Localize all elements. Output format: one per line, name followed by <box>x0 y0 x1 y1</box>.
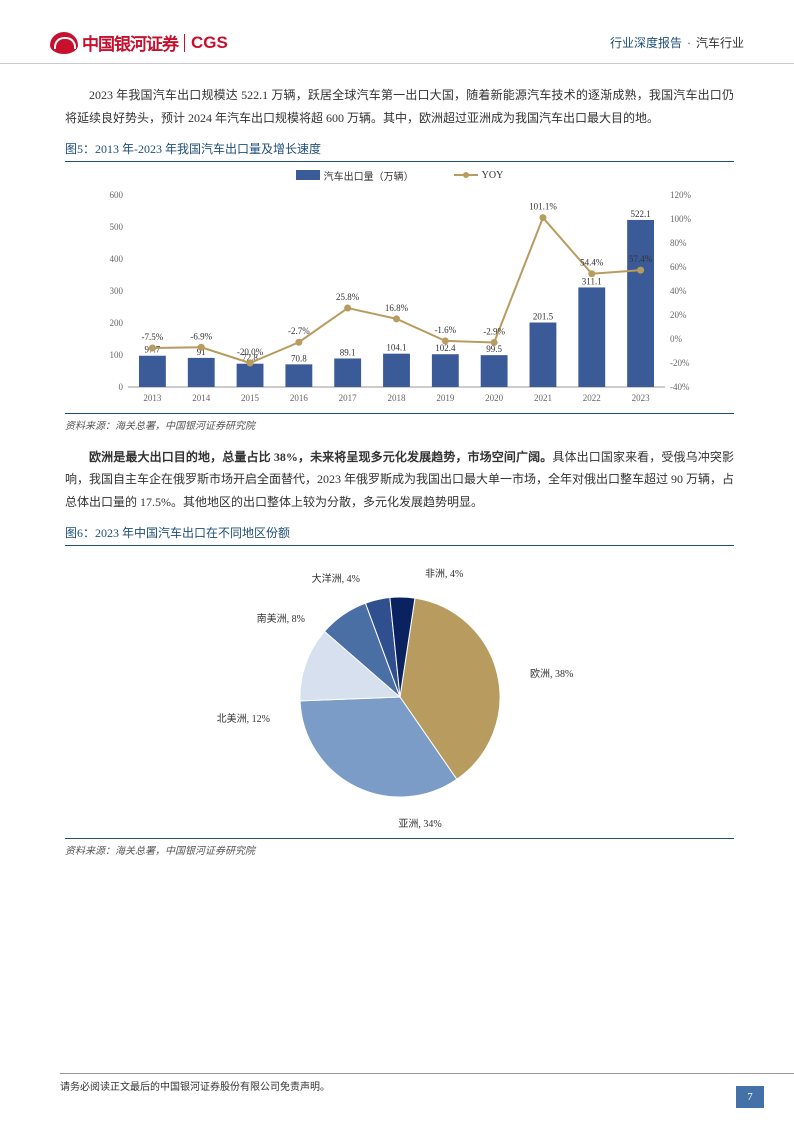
page-footer: 请务必阅读正文最后的中国银河证券股份有限公司免责声明。 <box>60 1073 794 1093</box>
svg-text:-1.6%: -1.6% <box>434 325 456 335</box>
page-header: 中国银河证券 CGS 行业深度报告 · 汽车行业 <box>0 0 794 64</box>
separator: · <box>687 36 691 50</box>
svg-text:57.4%: 57.4% <box>628 254 652 264</box>
svg-text:120%: 120% <box>670 190 692 200</box>
svg-text:-20%: -20% <box>670 358 690 368</box>
svg-text:-6.9%: -6.9% <box>190 331 212 341</box>
page-number: 7 <box>736 1086 764 1108</box>
svg-text:104.1: 104.1 <box>386 342 406 352</box>
svg-text:40%: 40% <box>670 286 687 296</box>
svg-text:0: 0 <box>118 382 123 392</box>
svg-text:欧洲, 38%: 欧洲, 38% <box>530 668 573 680</box>
svg-text:500: 500 <box>109 222 123 232</box>
svg-text:非洲, 4%: 非洲, 4% <box>425 568 463 580</box>
svg-text:20%: 20% <box>670 310 687 320</box>
svg-text:南美洲, 8%: 南美洲, 8% <box>256 612 304 625</box>
logo: 中国银河证券 CGS <box>50 30 228 55</box>
svg-text:102.4: 102.4 <box>435 343 456 353</box>
legend-line-item: YOY <box>454 168 504 183</box>
legend-bar-swatch <box>296 170 320 180</box>
svg-text:89.1: 89.1 <box>339 347 355 357</box>
svg-text:400: 400 <box>109 254 123 264</box>
legend-line-label: YOY <box>482 170 504 181</box>
svg-text:2016: 2016 <box>289 393 308 403</box>
svg-text:60%: 60% <box>670 262 687 272</box>
svg-text:-20.0%: -20.0% <box>236 347 263 357</box>
figure5-source: 资料来源：海关总署，中国银河证券研究院 <box>65 413 734 432</box>
figure5-title: 图5：2013 年-2023 年我国汽车出口量及增长速度 <box>65 136 734 162</box>
combo-chart-svg: 0 100 200 300 400 500 600 -40% -20% 0% 20% 40% 60% 80… <box>90 187 710 407</box>
svg-text:2022: 2022 <box>582 393 600 403</box>
svg-text:-2.7%: -2.7% <box>287 326 309 336</box>
legend-line-swatch <box>454 174 478 176</box>
logo-icon <box>50 32 78 54</box>
svg-text:201.5: 201.5 <box>532 311 553 321</box>
svg-text:200: 200 <box>109 318 123 328</box>
svg-text:-40%: -40% <box>670 382 690 392</box>
svg-text:522.1: 522.1 <box>630 209 650 219</box>
paragraph-2: 欧洲是最大出口目的地，总量占比 38%，未来将呈现多元化发展趋势，市场空间广阔。… <box>65 446 734 514</box>
svg-text:300: 300 <box>109 286 123 296</box>
svg-text:101.1%: 101.1% <box>529 201 557 211</box>
paragraph-1: 2023 年我国汽车出口规模达 522.1 万辆，跃居全球汽车第一出口大国，随着… <box>65 84 734 130</box>
figure5-legend: 汽车出口量（万辆） YOY <box>296 168 504 183</box>
industry-name: 汽车行业 <box>696 36 744 50</box>
figure6-chart: 欧洲, 38% 亚洲, 34% 北美洲, 12% 南美洲, 8% 大洋洲, 4% 非洲, … <box>65 546 734 838</box>
svg-text:北美洲, 12%: 北美洲, 12% <box>216 712 269 725</box>
svg-text:-2.9%: -2.9% <box>483 326 505 336</box>
svg-text:2017: 2017 <box>338 393 357 403</box>
disclaimer: 请务必阅读正文最后的中国银河证券股份有限公司免责声明。 <box>60 1082 330 1093</box>
legend-bar-item: 汽车出口量（万辆） <box>296 168 414 183</box>
svg-text:亚洲, 34%: 亚洲, 34% <box>398 818 441 830</box>
svg-text:0%: 0% <box>670 334 683 344</box>
svg-text:-7.5%: -7.5% <box>141 332 163 342</box>
header-subtitle: 行业深度报告 · 汽车行业 <box>610 34 744 51</box>
svg-text:311.1: 311.1 <box>581 276 601 286</box>
svg-text:80%: 80% <box>670 238 687 248</box>
svg-text:2020: 2020 <box>485 393 504 403</box>
logo-text-en: CGS <box>191 33 228 53</box>
svg-text:2023: 2023 <box>631 393 650 403</box>
svg-text:54.4%: 54.4% <box>580 257 604 267</box>
svg-text:600: 600 <box>109 190 123 200</box>
svg-text:2019: 2019 <box>436 393 455 403</box>
svg-text:16.8%: 16.8% <box>384 302 408 312</box>
figure6-title: 图6：2023 年中国汽车出口在不同地区份额 <box>65 520 734 546</box>
svg-text:2013: 2013 <box>143 393 162 403</box>
svg-text:2021: 2021 <box>533 393 551 403</box>
svg-text:70.8: 70.8 <box>290 353 306 363</box>
svg-text:2018: 2018 <box>387 393 406 403</box>
report-type: 行业深度报告 <box>610 36 682 50</box>
svg-text:大洋洲, 4%: 大洋洲, 4% <box>311 572 359 585</box>
pie-chart-svg: 欧洲, 38% 亚洲, 34% 北美洲, 12% 南美洲, 8% 大洋洲, 4% 非洲, … <box>150 552 650 832</box>
page-content: 2023 年我国汽车出口规模达 522.1 万辆，跃居全球汽车第一出口大国，随着… <box>0 64 794 857</box>
logo-text-cn: 中国银河证券 <box>82 30 178 55</box>
logo-divider <box>184 34 185 52</box>
figure5-chart: 汽车出口量（万辆） YOY 0 100 200 300 400 500 600 -40% -20… <box>65 162 734 413</box>
svg-text:2015: 2015 <box>241 393 260 403</box>
svg-text:100: 100 <box>109 350 123 360</box>
figure6-source: 资料来源：海关总署，中国银河证券研究院 <box>65 838 734 857</box>
svg-text:2014: 2014 <box>192 393 211 403</box>
svg-text:25.8%: 25.8% <box>336 292 360 302</box>
svg-text:100%: 100% <box>670 214 692 224</box>
legend-bar-label: 汽车出口量（万辆） <box>324 168 414 183</box>
paragraph-2-bold: 欧洲是最大出口目的地，总量占比 38%，未来将呈现多元化发展趋势，市场空间广阔。 <box>89 450 552 464</box>
